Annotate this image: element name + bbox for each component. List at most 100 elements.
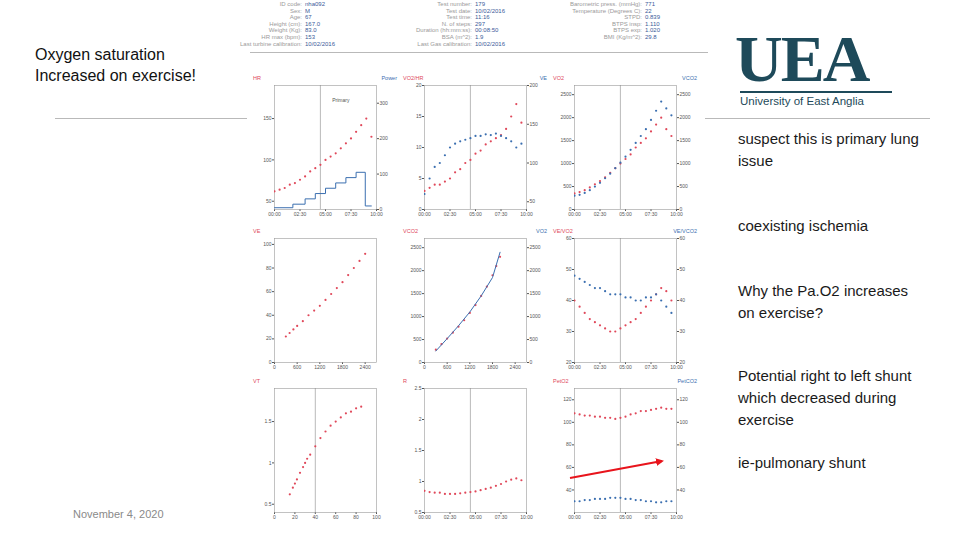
svg-text:200: 200: [530, 82, 539, 88]
svg-text:60: 60: [266, 288, 272, 294]
svg-text:40: 40: [266, 312, 272, 318]
svg-text:10:00: 10:00: [520, 211, 533, 217]
svg-text:500: 500: [680, 183, 689, 189]
svg-text:40: 40: [566, 487, 572, 493]
svg-text:100: 100: [263, 157, 272, 163]
svg-text:1200: 1200: [464, 364, 475, 370]
svg-text:Primary: Primary: [332, 97, 350, 103]
svg-text:100: 100: [530, 160, 539, 166]
svg-text:50: 50: [530, 198, 536, 204]
svg-text:0: 0: [273, 514, 276, 520]
svg-text:05:00: 05:00: [319, 211, 332, 217]
svg-text:07:30: 07:30: [645, 211, 658, 217]
svg-text:02:30: 02:30: [444, 211, 457, 217]
svg-text:80: 80: [353, 514, 359, 520]
svg-text:20: 20: [292, 514, 298, 520]
svg-text:10:00: 10:00: [670, 514, 683, 520]
svg-text:500: 500: [413, 336, 422, 342]
svg-text:100: 100: [563, 419, 572, 425]
svg-text:02:30: 02:30: [294, 211, 307, 217]
svg-text:1500: 1500: [410, 290, 421, 296]
svg-text:100: 100: [372, 514, 381, 520]
svg-text:05:00: 05:00: [619, 364, 632, 370]
svg-text:02:30: 02:30: [594, 364, 607, 370]
svg-text:0: 0: [380, 206, 383, 212]
svg-text:2.5: 2.5: [415, 385, 422, 391]
svg-text:0: 0: [530, 359, 533, 365]
svg-text:120: 120: [680, 396, 689, 402]
svg-text:2000: 2000: [530, 267, 541, 273]
svg-text:15: 15: [416, 113, 422, 119]
svg-text:2500: 2500: [530, 244, 541, 250]
svg-text:2000: 2000: [680, 114, 691, 120]
svg-text:1500: 1500: [680, 137, 691, 143]
svg-text:40: 40: [680, 487, 686, 493]
svg-text:1000: 1000: [560, 160, 571, 166]
svg-text:00:00: 00:00: [418, 211, 431, 217]
svg-text:500: 500: [530, 336, 539, 342]
svg-text:1000: 1000: [530, 313, 541, 319]
svg-text:00:00: 00:00: [268, 211, 281, 217]
svg-text:20: 20: [416, 82, 422, 88]
svg-text:2500: 2500: [410, 244, 421, 250]
svg-text:1800: 1800: [487, 364, 498, 370]
svg-text:150: 150: [263, 115, 272, 121]
svg-text:10: 10: [416, 144, 422, 150]
svg-text:600: 600: [443, 364, 452, 370]
svg-text:60: 60: [333, 514, 339, 520]
svg-text:100: 100: [680, 419, 689, 425]
svg-text:2500: 2500: [680, 91, 691, 97]
svg-text:60: 60: [566, 235, 572, 241]
svg-text:05:00: 05:00: [469, 514, 482, 520]
svg-text:1.5: 1.5: [265, 418, 272, 424]
svg-text:0: 0: [419, 359, 422, 365]
svg-text:02:30: 02:30: [594, 514, 607, 520]
svg-text:07:30: 07:30: [645, 364, 658, 370]
svg-text:0: 0: [423, 364, 426, 370]
svg-text:1200: 1200: [314, 364, 325, 370]
svg-text:30: 30: [566, 328, 572, 334]
svg-text:50: 50: [566, 266, 572, 272]
svg-text:120: 120: [563, 396, 572, 402]
svg-text:30: 30: [680, 328, 686, 334]
svg-text:600: 600: [293, 364, 302, 370]
svg-text:60: 60: [680, 235, 686, 241]
svg-text:80: 80: [680, 441, 686, 447]
svg-text:1800: 1800: [337, 364, 348, 370]
svg-text:2400: 2400: [510, 364, 521, 370]
svg-text:02:30: 02:30: [594, 211, 607, 217]
svg-text:300: 300: [380, 100, 389, 106]
svg-text:50: 50: [266, 198, 272, 204]
svg-text:60: 60: [680, 464, 686, 470]
svg-text:0: 0: [269, 359, 272, 365]
svg-text:00:00: 00:00: [418, 514, 431, 520]
svg-text:10:00: 10:00: [520, 514, 533, 520]
svg-text:07:30: 07:30: [495, 211, 508, 217]
svg-text:1500: 1500: [560, 137, 571, 143]
svg-text:5: 5: [419, 175, 422, 181]
svg-text:80: 80: [566, 441, 572, 447]
svg-text:1000: 1000: [410, 313, 421, 319]
svg-text:05:00: 05:00: [619, 514, 632, 520]
svg-text:1.5: 1.5: [415, 447, 422, 453]
svg-text:100: 100: [263, 241, 272, 247]
svg-text:2: 2: [419, 416, 422, 422]
svg-text:1: 1: [269, 460, 272, 466]
svg-text:02:30: 02:30: [444, 514, 457, 520]
svg-text:40: 40: [313, 514, 319, 520]
svg-text:40: 40: [680, 297, 686, 303]
svg-text:07:30: 07:30: [495, 514, 508, 520]
svg-text:150: 150: [530, 121, 539, 127]
svg-text:00:00: 00:00: [568, 364, 581, 370]
svg-text:500: 500: [563, 183, 572, 189]
svg-text:20: 20: [680, 359, 686, 365]
svg-text:60: 60: [566, 464, 572, 470]
svg-text:50: 50: [680, 266, 686, 272]
svg-text:200: 200: [380, 135, 389, 141]
svg-text:80: 80: [266, 265, 272, 271]
svg-text:2500: 2500: [560, 91, 571, 97]
svg-text:0: 0: [680, 206, 683, 212]
svg-text:40: 40: [566, 297, 572, 303]
svg-text:20: 20: [266, 335, 272, 341]
svg-text:1000: 1000: [680, 160, 691, 166]
